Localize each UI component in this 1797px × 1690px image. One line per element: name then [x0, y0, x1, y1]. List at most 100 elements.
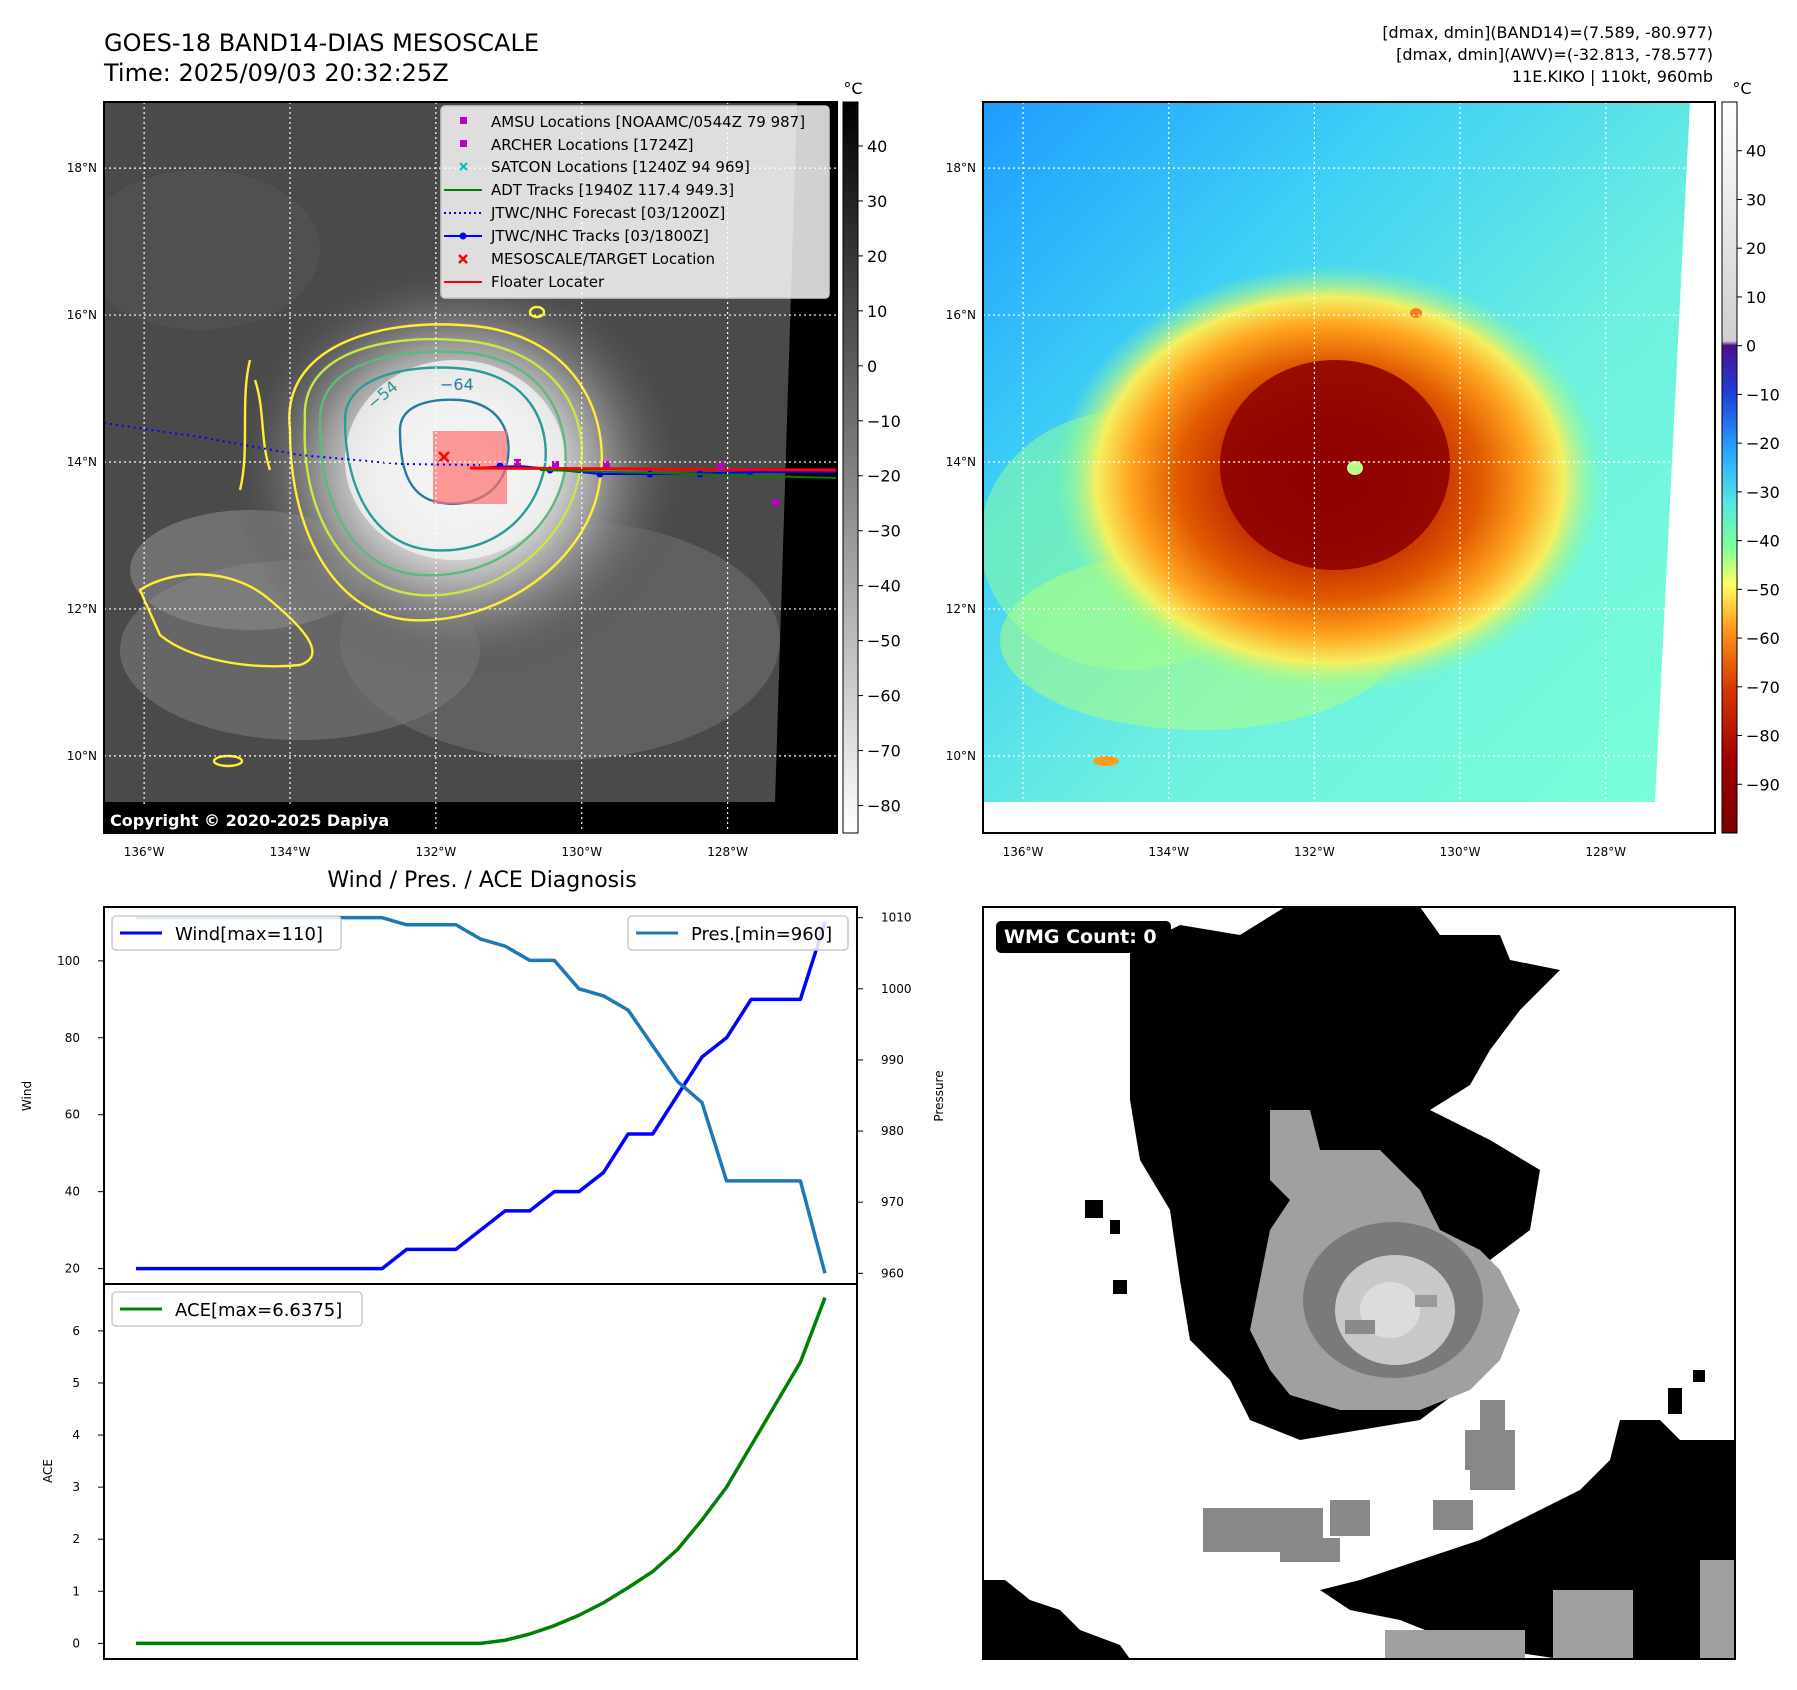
- diagnosis-title: Wind / Pres. / ACE Diagnosis: [327, 868, 636, 893]
- colorbar-tick-label: −60: [867, 687, 901, 706]
- amsu-archer-points: [514, 459, 779, 506]
- lat-label-14n: 14°N: [67, 455, 97, 469]
- colorbar-tick-label: 40: [1746, 142, 1766, 161]
- pressure-legend-label: Pres.[min=960]: [691, 924, 832, 945]
- colorbar-tick-label: 10: [1746, 288, 1766, 307]
- legend-label-archer: ARCHER Locations [1724Z]: [491, 136, 694, 154]
- awv-map-panel: 18°N 16°N 14°N 12°N 10°N 136°W 134°W 132…: [946, 79, 1780, 859]
- wind-legend-label: Wind[max=110]: [175, 924, 323, 945]
- adt-track: [539, 469, 837, 479]
- lat-label-10n: 10°N: [67, 749, 97, 763]
- legend-label-tracks: JTWC/NHC Tracks [03/1800Z]: [490, 227, 709, 245]
- ace-series-line: [136, 1297, 827, 1646]
- wind-axis-label: Wind: [20, 1081, 34, 1111]
- colorbar-tick-label: −10: [867, 412, 901, 431]
- wmg-count-label: WMG Count: 0: [1004, 926, 1157, 948]
- colorbar-tick-label: −40: [1746, 532, 1780, 551]
- ace-tick-label: 3: [72, 1480, 80, 1494]
- awv-lat-labels: 18°N 16°N 14°N 12°N 10°N: [946, 161, 976, 763]
- colorbar-tick-label: −30: [1746, 483, 1780, 502]
- wind-pressure-chart: 20 40 60 80 100 960 970 980 990 1000 1010 Wind Pr…: [20, 906, 946, 1285]
- figure-time: Time: 2025/09/03 20:32:25Z: [103, 59, 449, 87]
- ace-axis-label: ACE: [41, 1459, 55, 1483]
- ace-tick-label: 2: [72, 1532, 80, 1546]
- contour-label-64: −64: [440, 375, 474, 394]
- floater-locater: [469, 466, 837, 472]
- pressure-tick-label: 960: [881, 1266, 904, 1280]
- wind-tick-label: 60: [65, 1108, 80, 1122]
- legend-marker-satcon: [459, 162, 468, 171]
- wmg-count-box: [996, 921, 1171, 953]
- target-marker: [438, 451, 450, 463]
- ir-colorbar: °C 40 30 20 10 0 −10 −20 −30 −40 −50 −60 −70 −80: [842, 79, 901, 834]
- pressure-tick-label: 990: [881, 1053, 904, 1067]
- awv-range: [dmax, dmin](AWV)=(-32.813, -78.577): [1396, 45, 1713, 64]
- ace-tick-label: 4: [72, 1428, 80, 1442]
- lon-label-128w: 128°W: [707, 845, 748, 859]
- copyright-text: Copyright © 2020-2025 Dapiya: [110, 811, 389, 830]
- pressure-legend: Pres.[min=960]: [627, 915, 849, 951]
- wind-tick-label: 80: [65, 1031, 80, 1045]
- colorbar-tick-label: 30: [1746, 190, 1766, 209]
- colorbar-tick-label: −90: [1746, 775, 1780, 794]
- lat-label-16n: 16°N: [67, 308, 97, 322]
- wind-tick-label: 100: [57, 954, 80, 968]
- legend-label-floater: Floater Locater: [491, 273, 605, 291]
- awv-lon-label-128w: 128°W: [1585, 845, 1626, 859]
- ace-tick-label: 5: [72, 1376, 80, 1390]
- lon-label-130w: 130°W: [561, 845, 602, 859]
- lat-label-12n: 12°N: [67, 602, 97, 616]
- best-track: [469, 464, 837, 475]
- ir-map-frame: [103, 101, 838, 834]
- colorbar-tick-label: −10: [1746, 385, 1780, 404]
- awv-lat-label-14n: 14°N: [946, 455, 976, 469]
- colorbar-tick-label: −70: [1746, 678, 1780, 697]
- lon-label-134w: 134°W: [270, 845, 311, 859]
- wind-tick-label: 40: [65, 1185, 80, 1199]
- colorbar-tick-label: −50: [867, 632, 901, 651]
- copyright-box: [105, 807, 415, 833]
- awv-colorbar-unit: °C: [1732, 79, 1751, 98]
- colorbar-tick-label: −50: [1746, 580, 1780, 599]
- storm-info: 11E.KIKO | 110kt, 960mb: [1512, 67, 1713, 86]
- colorbar-tick-label: −80: [1746, 727, 1780, 746]
- awv-gridlines: [983, 102, 1715, 833]
- awv-lat-label-16n: 16°N: [946, 308, 976, 322]
- colorbar-tick-label: 40: [867, 137, 887, 156]
- band14-range: [dmax, dmin](BAND14)=(7.589, -80.977): [1382, 23, 1713, 42]
- colorbar-tick-label: 0: [1746, 337, 1756, 356]
- ir-map-panel: −54 −64: [67, 79, 901, 859]
- pressure-tick-label: 1010: [881, 911, 912, 925]
- legend-label-adt: ADT Tracks [1940Z 117.4 949.3]: [491, 181, 734, 199]
- colorbar-tick-label: 10: [867, 302, 887, 321]
- ace-chart: 0 1 2 3 4 5 6 ACE ACE[max=6.6375]: [41, 1283, 858, 1660]
- ace-tick-label: 1: [72, 1584, 80, 1598]
- figure-title: GOES-18 BAND14-DIAS MESOSCALE: [104, 29, 539, 57]
- colorbar-tick-label: −30: [867, 522, 901, 541]
- wind-series-line: [136, 921, 827, 1271]
- ace-tick-label: 6: [72, 1324, 80, 1338]
- legend-label-target: MESOSCALE/TARGET Location: [491, 250, 715, 268]
- pressure-tick-label: 980: [881, 1124, 904, 1138]
- wind-tick-label: 20: [65, 1262, 80, 1276]
- awv-map-frame: [982, 101, 1716, 834]
- legend-marker-tracks-dot: [459, 232, 467, 240]
- awv-lon-label-130w: 130°W: [1440, 845, 1481, 859]
- awv-lon-label-136w: 136°W: [1003, 845, 1044, 859]
- awv-colorbar: °C 40 30 20 10 0 −10 −20 −30 −40 −50 −60 −70 −80 −90: [1721, 79, 1780, 834]
- legend-label-amsu: AMSU Locations [NOAAMC/0544Z 79 987]: [491, 113, 805, 131]
- lon-label-132w: 132°W: [415, 845, 456, 859]
- colorbar-tick-label: −20: [867, 467, 901, 486]
- colorbar-tick-label: −40: [867, 577, 901, 596]
- ir-colorbar-unit: °C: [843, 79, 862, 98]
- ace-legend: ACE[max=6.6375]: [111, 1291, 363, 1327]
- ir-lon-labels: 136°W 134°W 132°W 130°W 128°W: [124, 845, 748, 859]
- colorbar-tick-label: −60: [1746, 629, 1780, 648]
- awv-lat-label-12n: 12°N: [946, 602, 976, 616]
- legend-marker-amsu: [460, 117, 467, 124]
- awv-lat-label-18n: 18°N: [946, 161, 976, 175]
- wmg-frame: [982, 906, 1736, 1660]
- legend-label-satcon: SATCON Locations [1240Z 94 969]: [491, 158, 750, 176]
- legend-label-forecast: JTWC/NHC Forecast [03/1200Z]: [490, 204, 725, 222]
